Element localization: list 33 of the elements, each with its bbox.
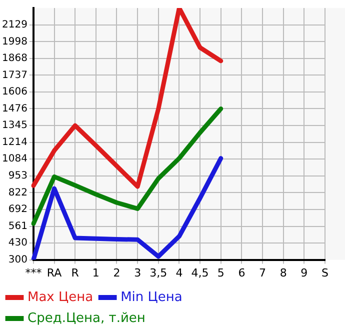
- x-tick-label: 3,5: [150, 266, 168, 280]
- y-tick-label: 1084: [2, 154, 28, 165]
- x-tick-label: 4,5: [191, 266, 209, 280]
- x-tick-label: 6: [238, 266, 246, 280]
- x-tick-label: 8: [280, 266, 287, 280]
- x-tick-label: 5: [217, 266, 224, 280]
- legend-label: Сред.Цена, т.йен: [28, 310, 146, 326]
- y-tick-label: 1214: [2, 136, 28, 148]
- legend-label: Min Цена: [120, 290, 182, 305]
- y-tick-label: 1476: [2, 103, 28, 114]
- y-tick-label: 692: [8, 204, 28, 216]
- legend-label: Max Цена: [28, 290, 94, 305]
- y-tick-label: 953: [8, 170, 28, 182]
- x-tick-label: 1: [92, 266, 100, 280]
- y-tick-label: 2129: [2, 19, 28, 30]
- x-tick-label: 7: [259, 266, 266, 280]
- x-tick-label: S: [322, 266, 329, 280]
- x-tick-label: ***: [25, 266, 42, 280]
- y-tick-label: 561: [8, 220, 28, 232]
- x-tick-label: 2: [113, 266, 120, 280]
- y-tick-label: 1868: [2, 52, 28, 64]
- x-tick-label: R: [71, 266, 80, 280]
- x-tick-label: 3: [134, 266, 142, 280]
- y-tick-label: 430: [8, 238, 28, 249]
- y-tick-label: 1345: [2, 120, 28, 132]
- x-tick-label: 9: [300, 266, 308, 280]
- y-tick-label: 822: [8, 187, 28, 198]
- y-tick-label: 1998: [2, 36, 28, 48]
- y-tick-label: 1737: [2, 70, 28, 81]
- y-tick-label: 300: [8, 254, 28, 266]
- x-tick-label: 4: [176, 266, 183, 280]
- x-tick-label: RA: [46, 266, 62, 280]
- y-tick-label: 1606: [2, 86, 28, 98]
